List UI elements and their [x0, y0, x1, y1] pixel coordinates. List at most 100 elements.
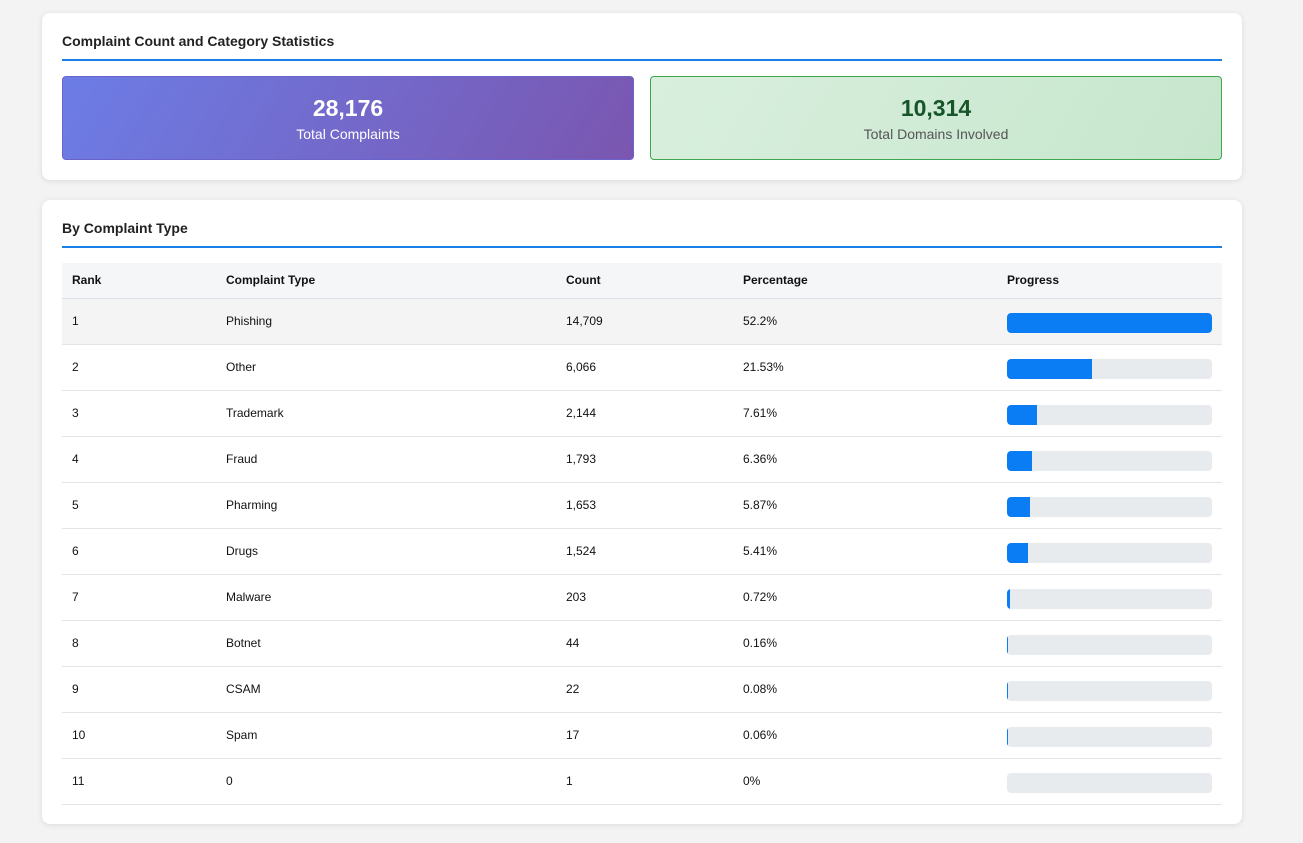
progress-bar — [1007, 313, 1212, 333]
progress-bar-fill — [1007, 313, 1212, 333]
stats-section-title: Complaint Count and Category Statistics — [62, 33, 1222, 61]
complaint-type-cell: Pharming — [216, 482, 556, 529]
percentage-cell: 5.87% — [733, 482, 997, 529]
percentage-cell: 0.72% — [733, 574, 997, 621]
rank-cell: 11 — [62, 758, 216, 805]
total-complaints-tile: 28,176 Total Complaints — [62, 76, 634, 160]
count-cell: 1,653 — [556, 482, 733, 529]
table-row: 5 Pharming 1,653 5.87% — [62, 482, 1222, 529]
rank-cell: 10 — [62, 712, 216, 759]
progress-bar — [1007, 773, 1212, 793]
count-cell: 1,524 — [556, 528, 733, 575]
rank-cell: 2 — [62, 344, 216, 391]
percentage-cell: 5.41% — [733, 528, 997, 575]
percentage-cell: 7.61% — [733, 390, 997, 437]
count-cell: 17 — [556, 712, 733, 759]
progress-bar — [1007, 497, 1212, 517]
table-body: 1 Phishing 14,709 52.2% 2 Other 6,066 21.53% 3 Tr… — [62, 298, 1222, 805]
count-cell: 22 — [556, 666, 733, 713]
count-cell: 1,793 — [556, 436, 733, 483]
progress-bar-fill — [1007, 727, 1008, 747]
progress-bar — [1007, 727, 1212, 747]
types-section-title: By Complaint Type — [62, 220, 1222, 248]
progress-bar-fill — [1007, 589, 1010, 609]
progress-bar — [1007, 681, 1212, 701]
column-header-progress: Progress — [997, 263, 1222, 299]
complaint-type-cell: Other — [216, 344, 556, 391]
table-header-row: Rank Complaint Type Count Percentage Pro… — [62, 263, 1222, 299]
progress-bar — [1007, 543, 1212, 563]
rank-cell: 8 — [62, 620, 216, 667]
column-header-rank: Rank — [62, 263, 216, 299]
table-row: 1 Phishing 14,709 52.2% — [62, 298, 1222, 345]
count-cell: 2,144 — [556, 390, 733, 437]
count-cell: 6,066 — [556, 344, 733, 391]
table-row: 6 Drugs 1,524 5.41% — [62, 528, 1222, 575]
percentage-cell: 0.08% — [733, 666, 997, 713]
progress-cell — [997, 758, 1222, 805]
rank-cell: 3 — [62, 390, 216, 437]
percentage-cell: 0.06% — [733, 712, 997, 759]
complaint-type-card: By Complaint Type Rank Complaint Type Co… — [42, 200, 1242, 824]
progress-cell — [997, 344, 1222, 391]
progress-bar — [1007, 451, 1212, 471]
total-complaints-value: 28,176 — [312, 94, 384, 121]
percentage-cell: 52.2% — [733, 298, 997, 345]
progress-bar-fill — [1007, 405, 1037, 425]
progress-bar-fill — [1007, 635, 1008, 655]
progress-bar-fill — [1007, 681, 1008, 701]
percentage-cell: 21.53% — [733, 344, 997, 391]
complaint-type-cell: Phishing — [216, 298, 556, 345]
complaint-type-cell: 0 — [216, 758, 556, 805]
complaint-type-cell: Spam — [216, 712, 556, 759]
complaint-type-cell: Botnet — [216, 620, 556, 667]
rank-cell: 5 — [62, 482, 216, 529]
count-cell: 14,709 — [556, 298, 733, 345]
table-row: 10 Spam 17 0.06% — [62, 712, 1222, 759]
complaint-type-cell: Trademark — [216, 390, 556, 437]
rank-cell: 6 — [62, 528, 216, 575]
progress-cell — [997, 436, 1222, 483]
complaint-type-cell: Malware — [216, 574, 556, 621]
table-row: 7 Malware 203 0.72% — [62, 574, 1222, 621]
total-complaints-label: Total Complaints — [296, 125, 400, 142]
stats-row: 28,176 Total Complaints 10,314 Total Dom… — [62, 76, 1222, 160]
table-row: 9 CSAM 22 0.08% — [62, 666, 1222, 713]
progress-bar-fill — [1007, 497, 1031, 517]
table-row: 2 Other 6,066 21.53% — [62, 344, 1222, 391]
progress-bar — [1007, 589, 1212, 609]
table-row: 3 Trademark 2,144 7.61% — [62, 390, 1222, 437]
complaint-type-cell: Fraud — [216, 436, 556, 483]
rank-cell: 9 — [62, 666, 216, 713]
progress-cell — [997, 666, 1222, 713]
progress-cell — [997, 298, 1222, 345]
total-domains-tile: 10,314 Total Domains Involved — [650, 76, 1222, 160]
percentage-cell: 0.16% — [733, 620, 997, 667]
progress-cell — [997, 482, 1222, 529]
table-row: 11 0 1 0% — [62, 758, 1222, 805]
column-header-count: Count — [556, 263, 733, 299]
rank-cell: 1 — [62, 298, 216, 345]
progress-bar — [1007, 359, 1212, 379]
progress-cell — [997, 390, 1222, 437]
rank-cell: 4 — [62, 436, 216, 483]
progress-cell — [997, 574, 1222, 621]
complaint-type-cell: CSAM — [216, 666, 556, 713]
stats-card: Complaint Count and Category Statistics … — [42, 13, 1242, 180]
percentage-cell: 0% — [733, 758, 997, 805]
complaint-type-table: Rank Complaint Type Count Percentage Pro… — [62, 263, 1222, 805]
rank-cell: 7 — [62, 574, 216, 621]
count-cell: 44 — [556, 620, 733, 667]
count-cell: 1 — [556, 758, 733, 805]
total-domains-value: 10,314 — [900, 94, 972, 121]
progress-cell — [997, 712, 1222, 759]
progress-bar-fill — [1007, 359, 1092, 379]
progress-cell — [997, 528, 1222, 575]
column-header-type: Complaint Type — [216, 263, 556, 299]
progress-bar-fill — [1007, 543, 1029, 563]
progress-bar — [1007, 635, 1212, 655]
table-row: 8 Botnet 44 0.16% — [62, 620, 1222, 667]
percentage-cell: 6.36% — [733, 436, 997, 483]
count-cell: 203 — [556, 574, 733, 621]
column-header-percentage: Percentage — [733, 263, 997, 299]
